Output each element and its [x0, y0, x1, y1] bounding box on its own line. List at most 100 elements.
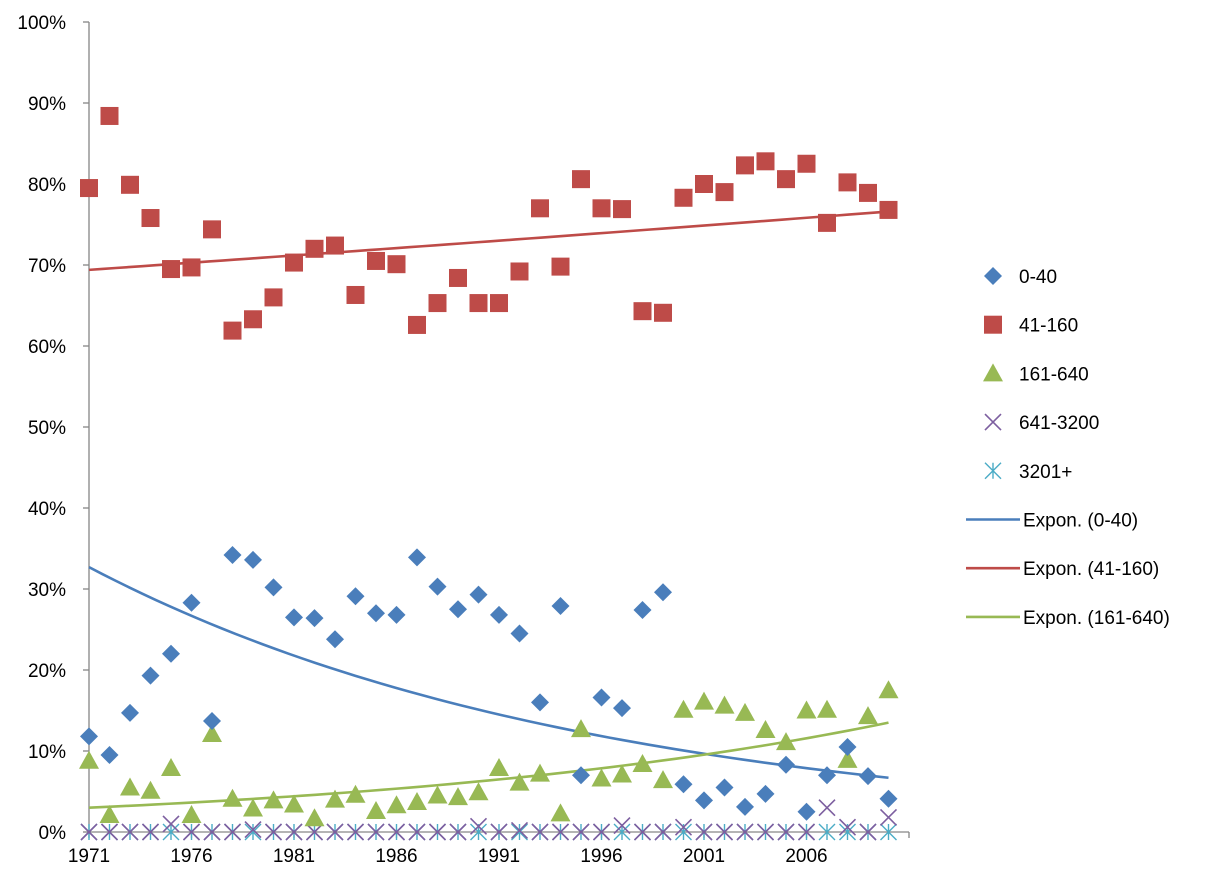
data-point: [99, 804, 120, 823]
data-point: [223, 321, 242, 340]
data-point: [386, 795, 407, 814]
data-point: [695, 791, 713, 810]
data-point: [818, 823, 836, 841]
data-point: [182, 823, 201, 841]
data-point: [859, 767, 877, 786]
x-tick-label: 1976: [170, 846, 212, 867]
data-point: [817, 699, 837, 718]
data-point: [531, 199, 549, 218]
legend: 0-40 41-160 161-640 641-3200 3201+ Expon. (0-…: [966, 267, 1170, 629]
data-point: [674, 775, 693, 794]
data-point: [427, 785, 448, 804]
data-point: [162, 823, 180, 841]
data-point: [613, 816, 631, 835]
data-point: [80, 179, 98, 198]
data-point: [511, 823, 528, 841]
data-point: [120, 777, 140, 796]
data-point: [181, 804, 202, 823]
y-tick-label: 80%: [28, 175, 66, 196]
data-point: [408, 823, 426, 841]
y-tick-label: 40%: [28, 499, 66, 520]
data-point: [285, 253, 303, 272]
legend-marker: [984, 462, 1002, 480]
data-point: [797, 802, 816, 821]
legend-marker: [984, 413, 1002, 431]
data-point: [673, 699, 694, 718]
trendline-1: [88, 210, 889, 272]
data-point: [244, 310, 262, 329]
y-tick-label: 50%: [28, 418, 66, 439]
data-point: [612, 764, 632, 783]
data-point: [162, 260, 180, 279]
legend-marker: [984, 267, 1002, 285]
data-point: [203, 220, 221, 239]
data-point: [654, 583, 672, 602]
data-point: [777, 823, 795, 841]
data-point: [736, 156, 754, 175]
data-point: [367, 823, 385, 841]
data-point: [715, 183, 734, 202]
data-point: [141, 666, 160, 685]
data-point: [633, 302, 652, 321]
data-point: [305, 823, 324, 841]
data-point: [121, 823, 139, 841]
data-point: [100, 823, 119, 841]
data-point: [346, 285, 365, 304]
data-point: [162, 815, 180, 833]
data-point: [736, 823, 754, 841]
series-641-3200: [80, 799, 898, 841]
legend-label: Expon. (0-40): [1023, 511, 1138, 532]
data-point: [654, 823, 672, 841]
data-point: [182, 593, 201, 612]
y-tick-label: 20%: [28, 661, 66, 682]
data-point: [510, 821, 529, 839]
data-point: [756, 152, 775, 171]
data-point: [736, 797, 754, 816]
data-point: [879, 808, 898, 826]
data-point: [243, 798, 263, 817]
data-point: [121, 175, 139, 194]
data-point: [777, 755, 795, 774]
data-point: [695, 823, 713, 841]
data-point: [449, 823, 467, 841]
data-point: [428, 823, 447, 841]
data-point: [326, 823, 344, 841]
x-tick-label: 1996: [580, 846, 622, 867]
data-point: [100, 106, 119, 125]
data-point: [859, 183, 877, 202]
data-point: [591, 768, 612, 787]
data-point: [735, 702, 755, 721]
data-point: [715, 778, 734, 797]
data-point: [653, 770, 673, 789]
data-point: [161, 758, 181, 777]
data-point: [203, 712, 221, 731]
data-point: [387, 823, 406, 841]
data-point: [449, 600, 467, 619]
data-point: [530, 763, 550, 782]
data-point: [756, 823, 775, 841]
data-point: [387, 255, 406, 274]
data-point: [695, 175, 713, 193]
data-point: [223, 823, 242, 841]
data-point: [182, 258, 201, 277]
data-point: [797, 154, 816, 173]
data-point: [448, 787, 468, 806]
data-point: [469, 585, 488, 604]
data-point: [714, 695, 735, 714]
x-tick-label: 2001: [683, 846, 725, 867]
data-point: [776, 732, 796, 751]
data-point: [100, 746, 119, 765]
data-point: [510, 624, 529, 643]
data-point: [510, 262, 529, 281]
data-point: [755, 719, 776, 738]
data-point: [818, 213, 836, 232]
y-tick-label: 30%: [28, 580, 66, 601]
data-point: [121, 703, 139, 722]
data-point: [325, 789, 345, 808]
data-point: [796, 700, 817, 719]
series-41-160: [80, 106, 898, 340]
data-point: [305, 239, 324, 258]
data-point: [264, 823, 283, 841]
data-point: [674, 818, 693, 836]
x-tick-label: 1986: [375, 846, 417, 867]
